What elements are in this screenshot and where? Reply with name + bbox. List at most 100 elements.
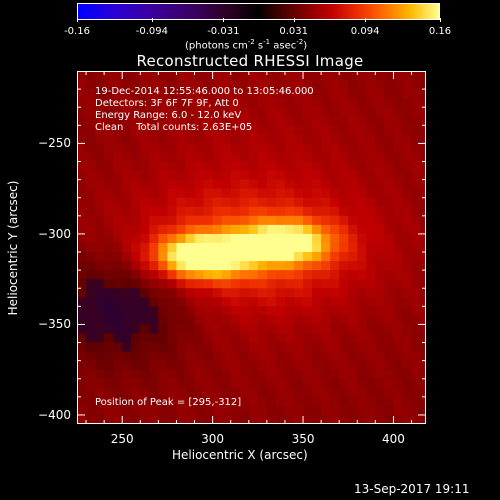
heatmap-cell — [303, 324, 313, 334]
heatmap-cell — [212, 89, 223, 99]
heatmap-cell — [357, 206, 367, 217]
heatmap-cell — [257, 351, 268, 362]
heatmap-cell — [131, 215, 141, 226]
heatmap-cell — [357, 170, 367, 181]
heatmap-cell — [86, 98, 96, 108]
heatmap-cell — [293, 351, 304, 362]
heatmap-cell — [104, 98, 114, 108]
heatmap-cell — [330, 242, 340, 253]
heatmap-cell — [312, 342, 322, 353]
heatmap-cell — [266, 405, 277, 416]
heatmap-cell — [393, 233, 403, 244]
heatmap-cell — [167, 98, 177, 108]
heatmap-cell — [330, 306, 340, 316]
heatmap-cell — [275, 360, 286, 371]
heatmap-cell — [149, 170, 159, 181]
heatmap-cell — [293, 224, 304, 235]
heatmap-cell — [402, 197, 413, 208]
heatmap-cell — [411, 80, 422, 90]
heatmap-cell — [149, 107, 159, 117]
heatmap-cell — [176, 297, 186, 307]
heatmap-cell — [248, 125, 259, 135]
heatmap-cell — [366, 279, 376, 289]
heatmap-cell — [239, 89, 250, 99]
heatmap-cell — [393, 116, 403, 126]
heatmap-cell — [339, 125, 349, 135]
heatmap-cell — [140, 206, 150, 217]
heatmap-cell — [402, 134, 413, 144]
heatmap-cell — [140, 89, 150, 99]
heatmap-cell — [185, 297, 196, 307]
heatmap-cell — [275, 315, 286, 325]
heatmap-cell — [402, 125, 413, 135]
heatmap-cell — [357, 143, 367, 153]
heatmap-cell — [266, 197, 277, 208]
heatmap-cell — [86, 89, 96, 99]
heatmap-cell — [131, 288, 141, 298]
heatmap-cell — [303, 125, 313, 135]
heatmap-cell — [176, 89, 186, 99]
heatmap-cell — [393, 306, 403, 316]
heatmap-cell — [239, 242, 250, 253]
heatmap-cell — [384, 360, 394, 371]
heatmap-cell — [122, 405, 132, 416]
heatmap-cell — [275, 387, 286, 398]
heatmap-cell — [348, 360, 358, 371]
heatmap-cell — [212, 306, 223, 316]
heatmap-cell — [393, 315, 403, 325]
heatmap-cell — [104, 414, 114, 424]
heatmap-cell — [321, 333, 331, 344]
heatmap-cell — [293, 288, 304, 298]
heatmap-cell — [293, 297, 304, 307]
heatmap-cell — [312, 387, 322, 398]
heatmap-cell — [266, 152, 277, 163]
heatmap-cell — [266, 161, 277, 172]
heatmap-cell — [275, 188, 286, 199]
heatmap-cell — [330, 351, 340, 362]
heatmap-cell — [86, 197, 96, 208]
heatmap-cell — [321, 143, 331, 153]
heatmap-cell — [167, 134, 177, 144]
heatmap-cell — [95, 333, 105, 344]
heatmap-cell — [348, 143, 358, 153]
heatmap-cell — [167, 414, 177, 424]
heatmap-cell — [122, 143, 132, 153]
heatmap-cell — [95, 396, 105, 407]
heatmap-cell — [113, 360, 123, 371]
heatmap-cell — [266, 89, 277, 99]
heatmap-cell — [113, 242, 123, 253]
heatmap-cell — [221, 242, 232, 253]
heatmap-cell — [122, 98, 132, 108]
heatmap-cell — [284, 197, 295, 208]
heatmap-cell — [149, 161, 159, 172]
heatmap-cell — [194, 315, 205, 325]
heatmap-cell — [131, 360, 141, 371]
heatmap-cell — [95, 152, 105, 163]
heatmap-cell — [366, 233, 376, 244]
heatmap-cell — [384, 233, 394, 244]
heatmap-cell — [257, 107, 268, 117]
heatmap-cell — [275, 405, 286, 416]
heatmap-cell — [167, 233, 177, 244]
heatmap-cell — [194, 107, 205, 117]
heatmap-cell — [158, 197, 168, 208]
heatmap-cell — [303, 98, 313, 108]
heatmap-cell — [239, 152, 250, 163]
heatmap-cell — [330, 279, 340, 289]
heatmap-cell — [113, 252, 123, 262]
heatmap-cell — [77, 279, 87, 289]
heatmap-cell — [321, 378, 331, 389]
heatmap-cell — [86, 261, 96, 271]
heatmap-cell — [275, 143, 286, 153]
heatmap-cell — [284, 224, 295, 235]
heatmap-cell — [158, 215, 168, 226]
heatmap-cell — [203, 71, 214, 81]
heatmap-cell — [149, 360, 159, 371]
heatmap-cell — [420, 71, 426, 81]
heatmap-cell — [221, 288, 232, 298]
heatmap-cell — [312, 224, 322, 235]
heatmap-cell — [230, 224, 241, 235]
heatmap-cell — [384, 98, 394, 108]
chart-title: Reconstructed RHESSI Image — [136, 52, 364, 70]
heatmap-cell — [212, 98, 223, 108]
